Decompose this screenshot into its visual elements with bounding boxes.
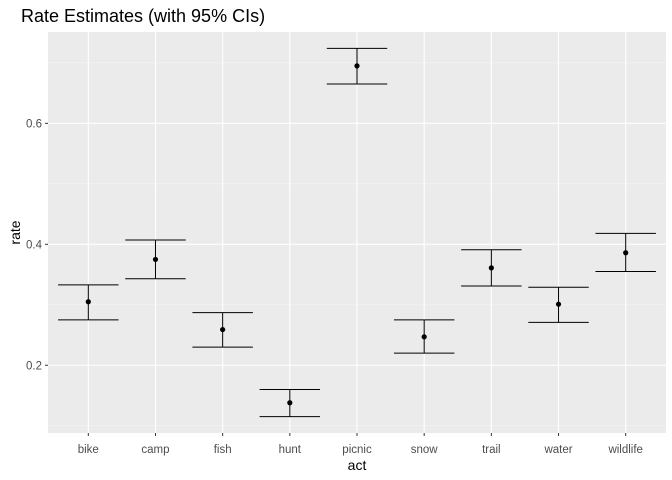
point-estimate: [623, 250, 629, 256]
y-tick-label: 0.2: [26, 360, 42, 372]
x-axis-title: act: [348, 457, 367, 473]
point-estimate: [287, 400, 293, 406]
x-tick-label: camp: [141, 444, 169, 456]
x-axis-ticks: bike camp fish hunt picnic snow trail water wild…: [78, 433, 643, 456]
y-axis-ticks: 0.2 0.4 0.6: [26, 118, 48, 372]
point-estimate: [152, 256, 159, 263]
point-estimate: [220, 326, 226, 333]
y-tick-label: 0.4: [26, 239, 43, 251]
error-bars-and-points: [58, 47, 656, 418]
x-tick-label: wildlife: [607, 444, 643, 456]
x-tick-label: picnic: [342, 444, 372, 456]
y-axis-title: rate: [7, 220, 23, 244]
x-tick-label: water: [543, 444, 572, 456]
x-tick-label: hunt: [279, 444, 302, 456]
y-tick-label: 0.6: [26, 118, 42, 130]
errorbar-water: [528, 286, 589, 323]
x-tick-label: snow: [411, 444, 439, 456]
chart-title: Rate Estimates (with 95% CIs): [21, 6, 266, 26]
errorbar-hunt: [259, 388, 321, 418]
errorbar-bike: [58, 284, 119, 321]
point-estimate: [421, 334, 427, 340]
x-tick-label: fish: [214, 444, 232, 456]
major-gridlines: [48, 32, 666, 433]
point-estimate: [555, 301, 562, 307]
errorbar-fish: [192, 312, 253, 348]
x-tick-label: bike: [78, 444, 99, 456]
errorbar-snow: [393, 319, 455, 354]
errorbar-camp: [125, 239, 186, 280]
errorbar-picnic: [326, 47, 388, 85]
x-tick-label: trail: [482, 444, 501, 456]
point-estimate: [488, 265, 494, 271]
errorbar-wildlife: [595, 232, 656, 273]
errorbar-trail: [461, 249, 522, 287]
point-estimate: [85, 299, 91, 305]
point-estimate: [354, 63, 360, 69]
